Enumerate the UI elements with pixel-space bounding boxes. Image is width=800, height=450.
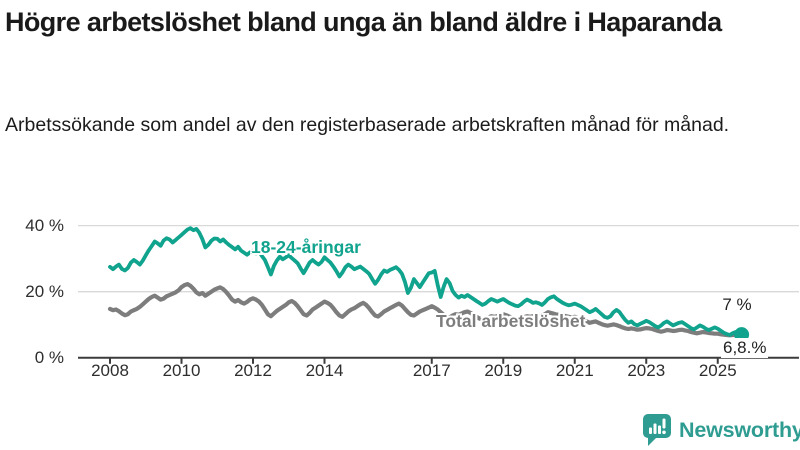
newsworthy-bubble-icon: [643, 414, 671, 446]
x-tick-label: 2008: [91, 361, 129, 380]
x-tick-label: 2023: [627, 361, 666, 380]
y-tick-label: 0 %: [34, 347, 64, 367]
series-line-young: [108, 226, 744, 337]
x-tick-label: 2014: [305, 361, 344, 380]
newsworthy-wordmark: Newsworthy: [679, 417, 800, 442]
x-tick-label: 2012: [234, 361, 272, 380]
y-tick-label: 20 %: [25, 281, 64, 301]
x-tick-label: 2010: [162, 361, 201, 380]
series-label-young: 18-24-åringar: [251, 237, 361, 257]
y-tick-label: 40 %: [25, 215, 64, 235]
page-title: Högre arbetslöshet bland unga än bland ä…: [5, 7, 722, 37]
x-tick-label: 2025: [698, 361, 737, 380]
newsworthy-logo: Newsworthy: [642, 413, 800, 447]
x-tick-label: 2017: [412, 361, 451, 380]
chart-subtitle: Arbetssökande som andel av den registerb…: [5, 114, 730, 136]
series-label-total: Total arbetslöshet: [436, 311, 586, 331]
end-value-young: 7 %: [722, 295, 752, 314]
end-value-total: 6,8.%: [721, 338, 769, 358]
x-tick-label: 2019: [484, 361, 523, 380]
series-line-total: [107, 282, 744, 338]
x-tick-label: 2021: [555, 361, 594, 380]
